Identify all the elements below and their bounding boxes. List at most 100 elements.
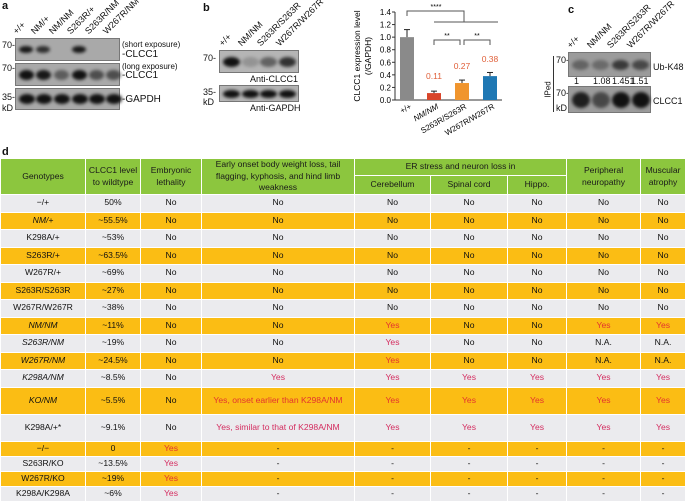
table-cell: No [431, 265, 508, 283]
table-cell: - [355, 456, 431, 471]
band [242, 90, 259, 98]
table-cell: No [567, 230, 641, 248]
table-cell: ~6% [86, 486, 141, 501]
table-cell: - [202, 456, 355, 471]
blot-gapdh [15, 88, 120, 110]
blot-gapdh [219, 85, 299, 102]
table-cell: No [508, 352, 567, 370]
iped-label: IPed [544, 81, 553, 97]
band [72, 70, 87, 80]
table-cell: ~27% [86, 282, 141, 300]
table-cell: No [141, 195, 202, 213]
table-cell: No [202, 195, 355, 213]
significance-bracket [434, 40, 460, 45]
band [572, 60, 589, 70]
marker-70: 70- [2, 40, 15, 50]
y-tick-label: 1.4 [380, 8, 392, 17]
table-cell: S263R/S263R [1, 282, 86, 300]
table-cell: - [355, 441, 431, 456]
lane-label: +/+ [11, 20, 27, 36]
gapdh-label: -GAPDH [122, 94, 161, 105]
table-cell: K298A/K298A [1, 486, 86, 501]
header-er-stress: ER stress and neuron loss in [355, 159, 567, 176]
panel-c-label: c [568, 4, 574, 16]
ub-k48-label: Ub-K48 [653, 62, 684, 72]
table-cell: No [141, 282, 202, 300]
table-cell: No [141, 387, 202, 414]
table-cell: Yes [141, 456, 202, 471]
marker-70: 70- [2, 63, 15, 73]
table-cell: ~24.5% [86, 352, 141, 370]
x-tick-label: +/+ [398, 102, 413, 116]
table-cell: - [567, 441, 641, 456]
short-exposure-label: (short exposure) [122, 40, 180, 49]
table-cell: N.A. [567, 335, 641, 353]
anti-clcc1-label: Anti-CLCC1 [250, 74, 298, 84]
table-cell: - [508, 471, 567, 486]
table-row: K298A/K298A~6%Yes------ [1, 486, 685, 501]
table-cell: No [641, 212, 685, 230]
table-cell: No [431, 335, 508, 353]
table-cell: No [508, 317, 567, 335]
table-cell: Yes, similar to that of K298A/NM [202, 414, 355, 441]
band [19, 70, 34, 80]
table-cell: −/− [1, 441, 86, 456]
y-tick-label: 1.0 [380, 33, 392, 42]
table-cell: ~5.5% [86, 387, 141, 414]
table-cell: - [202, 471, 355, 486]
band [592, 92, 610, 108]
table-cell: Yes [355, 352, 431, 370]
table-cell: W267R/W267R [1, 300, 86, 318]
table-cell: Yes [355, 370, 431, 388]
significance-label: **** [431, 4, 442, 11]
significance-bracket [464, 40, 490, 45]
table-cell: No [141, 352, 202, 370]
band [279, 57, 296, 67]
blot-ub-k48 [568, 52, 651, 77]
table-cell: No [141, 265, 202, 283]
bar [483, 76, 497, 100]
table-cell: No [508, 335, 567, 353]
band [36, 94, 52, 104]
table-cell: - [508, 486, 567, 501]
table-cell: Yes [567, 387, 641, 414]
panel-a-label: a [2, 0, 8, 12]
table-cell: No [355, 195, 431, 213]
table-cell: ~69% [86, 265, 141, 283]
table-cell: K298A/NM [1, 370, 86, 388]
ratio-value: 1.51 [631, 76, 649, 86]
table-cell: No [202, 317, 355, 335]
table-row: S263R/KO~13.5%Yes------ [1, 456, 685, 471]
table-cell: NM/NM [1, 317, 86, 335]
table-cell: No [641, 265, 685, 283]
table-cell: Yes [431, 414, 508, 441]
y-tick-label: 1.2 [380, 21, 392, 30]
blot-long-exposure [15, 63, 120, 86]
table-cell: - [567, 456, 641, 471]
table-cell: K298A/+ [1, 230, 86, 248]
kd-label: kD [556, 103, 567, 113]
band [36, 70, 51, 80]
header-genotypes: Genotypes [1, 159, 86, 195]
band [106, 94, 122, 104]
table-cell: Yes [641, 387, 685, 414]
band [592, 60, 609, 70]
y-tick-label: 0.6 [380, 58, 392, 67]
significance-label: ** [444, 33, 450, 40]
significance-label: ** [474, 33, 480, 40]
ratio-value: 1 [574, 76, 579, 86]
table-cell: N.A. [641, 335, 685, 353]
table-cell: No [141, 212, 202, 230]
marker-35: 35- [2, 92, 15, 102]
table-cell: Yes [641, 370, 685, 388]
blot-short-exposure [15, 38, 120, 61]
marker-70: 70- [203, 53, 216, 63]
band [223, 57, 240, 67]
band [106, 70, 121, 80]
